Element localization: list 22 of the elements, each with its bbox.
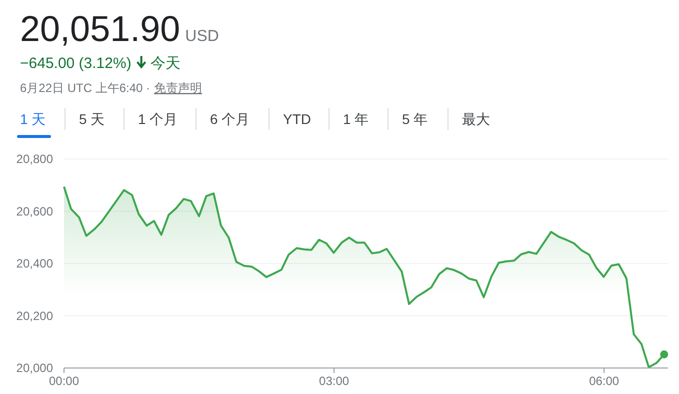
text: 1 个月 (138, 111, 178, 127)
text: 1 年 (343, 111, 369, 127)
text: 6月22日 UTC 上午6:40 · (20, 81, 150, 95)
y-tick-label: 20,200 (16, 308, 54, 323)
text: 今天 (150, 55, 180, 72)
y-tick-label: 20,400 (16, 256, 54, 270)
text: 1 天 (20, 111, 46, 127)
text: 5 年 (402, 111, 428, 127)
text: 6 个月 (210, 111, 250, 127)
text: −645.00 (3.12%) (20, 55, 132, 72)
text: YTD (283, 111, 311, 127)
text: USD (185, 28, 219, 45)
y-tick-label: 20,800 (16, 152, 54, 166)
text: 最大 (462, 111, 490, 127)
x-tick-label: 06:00 (589, 374, 620, 388)
y-tick-label: 20,600 (16, 204, 54, 218)
text: 5 天 (79, 111, 105, 127)
x-tick-label: 00:00 (48, 374, 80, 388)
y-tick-label: 20,000 (16, 361, 54, 375)
text: 免责声明 (154, 81, 202, 95)
x-tick-label: 03:00 (319, 374, 350, 388)
chart-title: 20,051.90 (20, 8, 180, 49)
